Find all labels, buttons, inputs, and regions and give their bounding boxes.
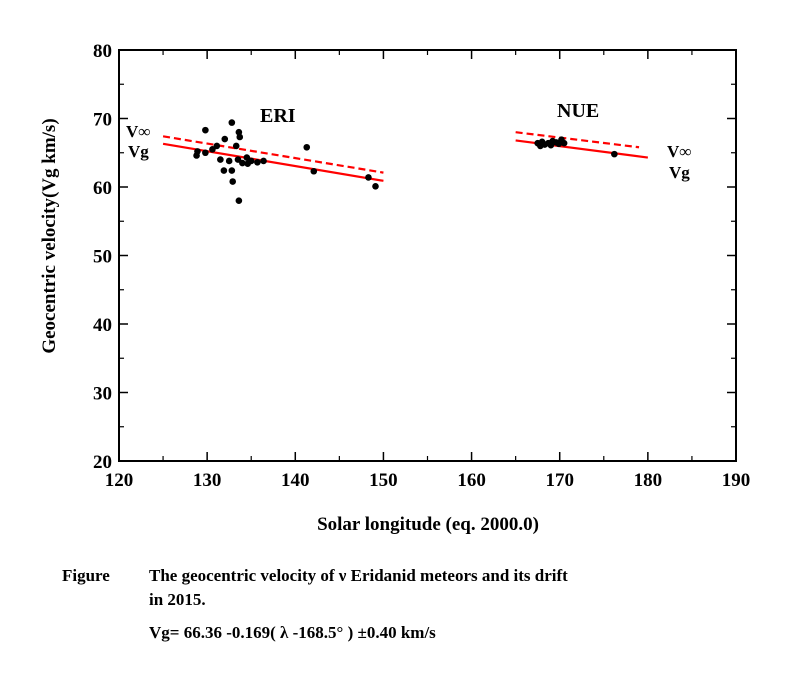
data-point xyxy=(229,178,237,185)
data-point xyxy=(213,142,221,150)
x-axis-label: Solar longitude (eq. 2000.0) xyxy=(317,514,539,535)
data-point xyxy=(220,167,228,174)
data-point xyxy=(260,157,267,165)
annotation-nue: NUE xyxy=(557,100,599,122)
plot-frame xyxy=(118,49,737,462)
data-point xyxy=(235,197,243,204)
axis-ticks xyxy=(118,49,737,462)
data-point xyxy=(236,133,244,141)
annotation-eri: ERI xyxy=(260,105,296,127)
y-tick-label: 80 xyxy=(93,41,112,62)
x-tick-label: 120 xyxy=(105,470,134,491)
annotation-eri-vg: Vg xyxy=(128,142,149,161)
y-tick-label: 40 xyxy=(93,315,112,336)
data-point xyxy=(221,135,229,143)
data-point xyxy=(202,149,209,157)
data-point xyxy=(228,167,236,174)
y-axis-label: Geocentric velocity(Vg km/s) xyxy=(39,118,60,353)
data-point xyxy=(228,119,236,126)
data-point xyxy=(372,183,379,190)
data-point xyxy=(194,148,201,155)
data-point xyxy=(365,174,372,181)
data-point xyxy=(560,139,568,147)
data-point xyxy=(202,126,209,134)
caption-line-1: The geocentric velocity of ν Eridanid me… xyxy=(149,566,568,585)
y-tick-label: 30 xyxy=(93,384,112,405)
data-point xyxy=(254,159,261,166)
data-point xyxy=(611,150,618,158)
data-point xyxy=(225,157,233,165)
data-point xyxy=(303,143,311,151)
annotation-eri-vinf: V∞ xyxy=(126,122,150,141)
tick-labels: 120 130 140 150 160 170 180 190 20 30 40 50 60 70 80 xyxy=(93,41,750,491)
y-tick-label: 50 xyxy=(93,247,112,268)
x-tick-label: 190 xyxy=(722,470,751,491)
y-tick-label: 20 xyxy=(93,452,112,473)
fit-lines xyxy=(162,131,648,182)
y-tick-label: 70 xyxy=(93,110,112,131)
annotation-nue-vg: Vg xyxy=(669,163,690,182)
data-point xyxy=(232,142,240,150)
data-point xyxy=(217,156,224,163)
v-infinity-fit-line xyxy=(162,135,384,174)
x-tick-label: 180 xyxy=(634,470,663,491)
data-point xyxy=(239,159,246,167)
x-tick-label: 130 xyxy=(193,470,222,491)
data-point xyxy=(247,157,255,165)
caption-label: Figure xyxy=(62,566,110,585)
x-tick-label: 170 xyxy=(545,470,574,491)
x-tick-label: 150 xyxy=(369,470,398,491)
caption-line-2: in 2015. xyxy=(149,590,206,609)
x-tick-label: 140 xyxy=(281,470,310,491)
x-tick-label: 160 xyxy=(457,470,486,491)
data-point xyxy=(310,167,318,175)
data-points xyxy=(193,119,618,204)
y-tick-label: 60 xyxy=(93,178,112,199)
v-infinity-fit-line xyxy=(515,131,640,149)
caption-formula: Vg= 66.36 -0.169( λ -168.5° ) ±0.40 km/s xyxy=(149,623,436,642)
annotation-nue-vinf: V∞ xyxy=(667,142,691,161)
